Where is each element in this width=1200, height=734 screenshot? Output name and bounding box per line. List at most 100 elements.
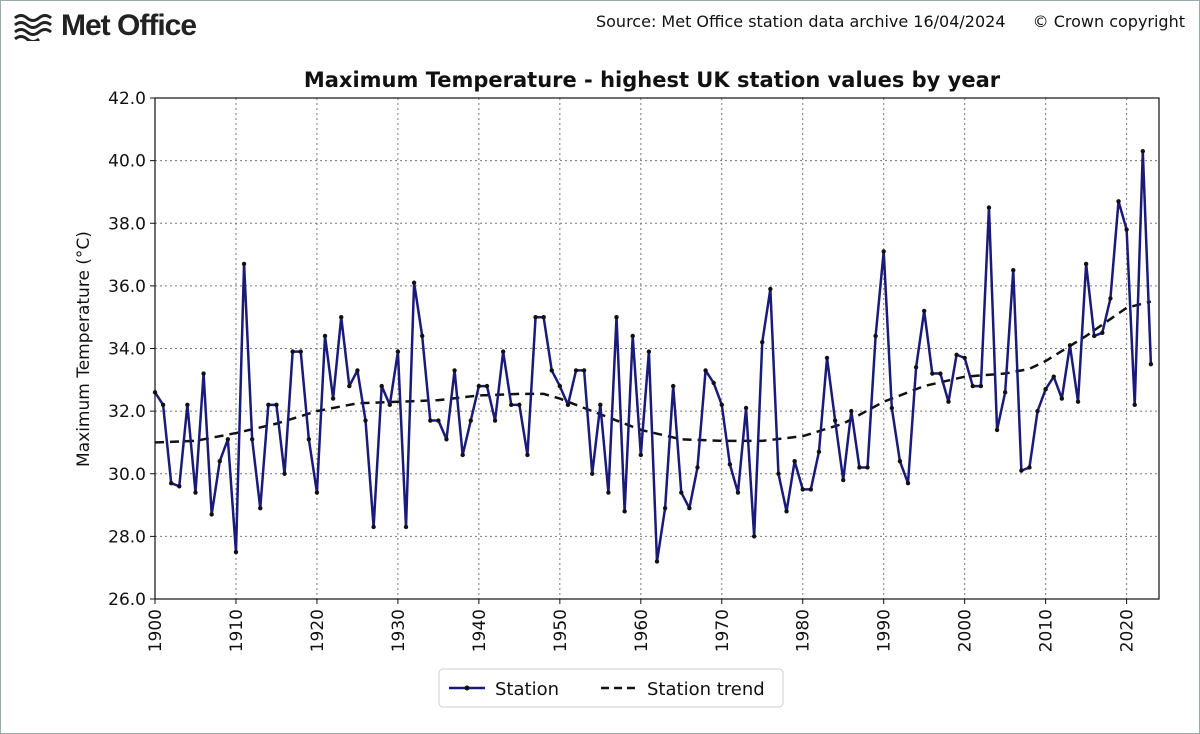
station-point	[970, 383, 975, 389]
station-point	[419, 333, 425, 339]
station-point	[824, 355, 830, 361]
station-point	[266, 402, 271, 408]
y-tick-label: 42.0	[108, 89, 146, 109]
station-point	[670, 383, 676, 389]
station-point	[476, 383, 482, 389]
station-point	[614, 314, 619, 320]
series-layer	[152, 149, 1154, 564]
station-point	[322, 333, 328, 339]
station-point	[1116, 199, 1121, 204]
station-point	[687, 505, 692, 511]
wave-logo-icon	[14, 14, 52, 41]
station-point	[225, 437, 231, 442]
y-tick-label: 38.0	[108, 214, 146, 234]
station-point	[1132, 402, 1137, 408]
station-point	[525, 452, 530, 458]
station-point	[703, 368, 708, 373]
station-point	[711, 380, 716, 386]
station-point	[1027, 465, 1032, 470]
y-tick-label: 32.0	[108, 402, 146, 422]
station-point	[557, 383, 563, 389]
station-point	[832, 418, 838, 423]
station-point	[533, 314, 538, 320]
station-point	[735, 490, 741, 495]
station-point	[314, 490, 320, 495]
station-point	[371, 524, 376, 530]
legend-trend-label: Station trend	[647, 679, 765, 700]
legend-station-marker	[464, 685, 470, 691]
station-point	[1019, 468, 1024, 473]
station-point	[484, 383, 490, 389]
logo-text: Met Office	[61, 9, 197, 42]
station-point	[274, 402, 279, 408]
station-point	[1092, 333, 1097, 339]
station-point	[598, 402, 603, 408]
station-point	[428, 418, 433, 423]
station-point	[403, 524, 409, 530]
station-point	[500, 349, 506, 354]
station-point	[1148, 361, 1154, 367]
station-point	[994, 427, 1000, 433]
station-point	[1011, 268, 1016, 273]
station-point	[816, 449, 822, 455]
station-point	[776, 471, 781, 476]
station-point	[298, 349, 303, 354]
legend-station-label: Station	[495, 679, 559, 700]
station-point	[363, 418, 368, 423]
station-point	[565, 402, 571, 408]
station-point	[436, 418, 441, 423]
x-tick-label: 1970	[713, 609, 733, 652]
y-tick-label: 30.0	[108, 465, 146, 485]
station-point	[849, 408, 854, 414]
station-point	[768, 286, 773, 292]
axis-ticks: 1900 1910 1920 1930 1940 1950 1960 1970 1980 1990…	[108, 89, 1137, 652]
station-line	[153, 149, 1153, 563]
station-point	[282, 471, 287, 476]
station-point	[1083, 261, 1089, 267]
x-tick-label: 1930	[389, 609, 409, 652]
station-point	[905, 480, 911, 486]
x-tick-label: 1900	[146, 609, 166, 652]
station-point	[541, 314, 546, 320]
station-point	[913, 365, 919, 370]
station-point	[978, 383, 984, 389]
station-point	[646, 349, 652, 354]
station-point	[468, 418, 473, 423]
station-point	[897, 459, 903, 464]
station-point	[743, 405, 749, 411]
station-point	[857, 465, 862, 470]
station-point	[679, 490, 684, 495]
station-point	[1043, 387, 1048, 392]
station-point	[549, 368, 554, 373]
station-point	[201, 371, 206, 376]
x-tick-label: 2020	[1118, 609, 1138, 652]
x-tick-label: 1960	[632, 609, 652, 652]
station-point	[590, 471, 595, 476]
station-point	[727, 462, 733, 467]
legend-box	[438, 668, 784, 708]
station-point	[986, 205, 992, 210]
station-point	[387, 402, 393, 408]
y-tick-label: 34.0	[108, 340, 146, 360]
station-point	[630, 333, 635, 339]
station-point	[1124, 227, 1129, 232]
x-tick-label: 1990	[875, 609, 895, 652]
station-point	[881, 249, 886, 254]
station-point	[1002, 390, 1008, 395]
station-point	[330, 396, 336, 401]
station-point	[160, 402, 166, 408]
station-point	[1075, 399, 1081, 404]
x-tick-label: 1910	[227, 609, 247, 652]
station-point	[865, 465, 870, 470]
station-point	[411, 280, 417, 285]
station-point	[695, 465, 700, 470]
station-point	[444, 437, 449, 442]
station-point	[792, 459, 797, 464]
station-point	[622, 509, 627, 514]
x-tick-label: 1950	[551, 609, 571, 652]
station-point	[946, 399, 951, 404]
station-point	[1100, 330, 1105, 336]
station-point	[654, 559, 660, 564]
